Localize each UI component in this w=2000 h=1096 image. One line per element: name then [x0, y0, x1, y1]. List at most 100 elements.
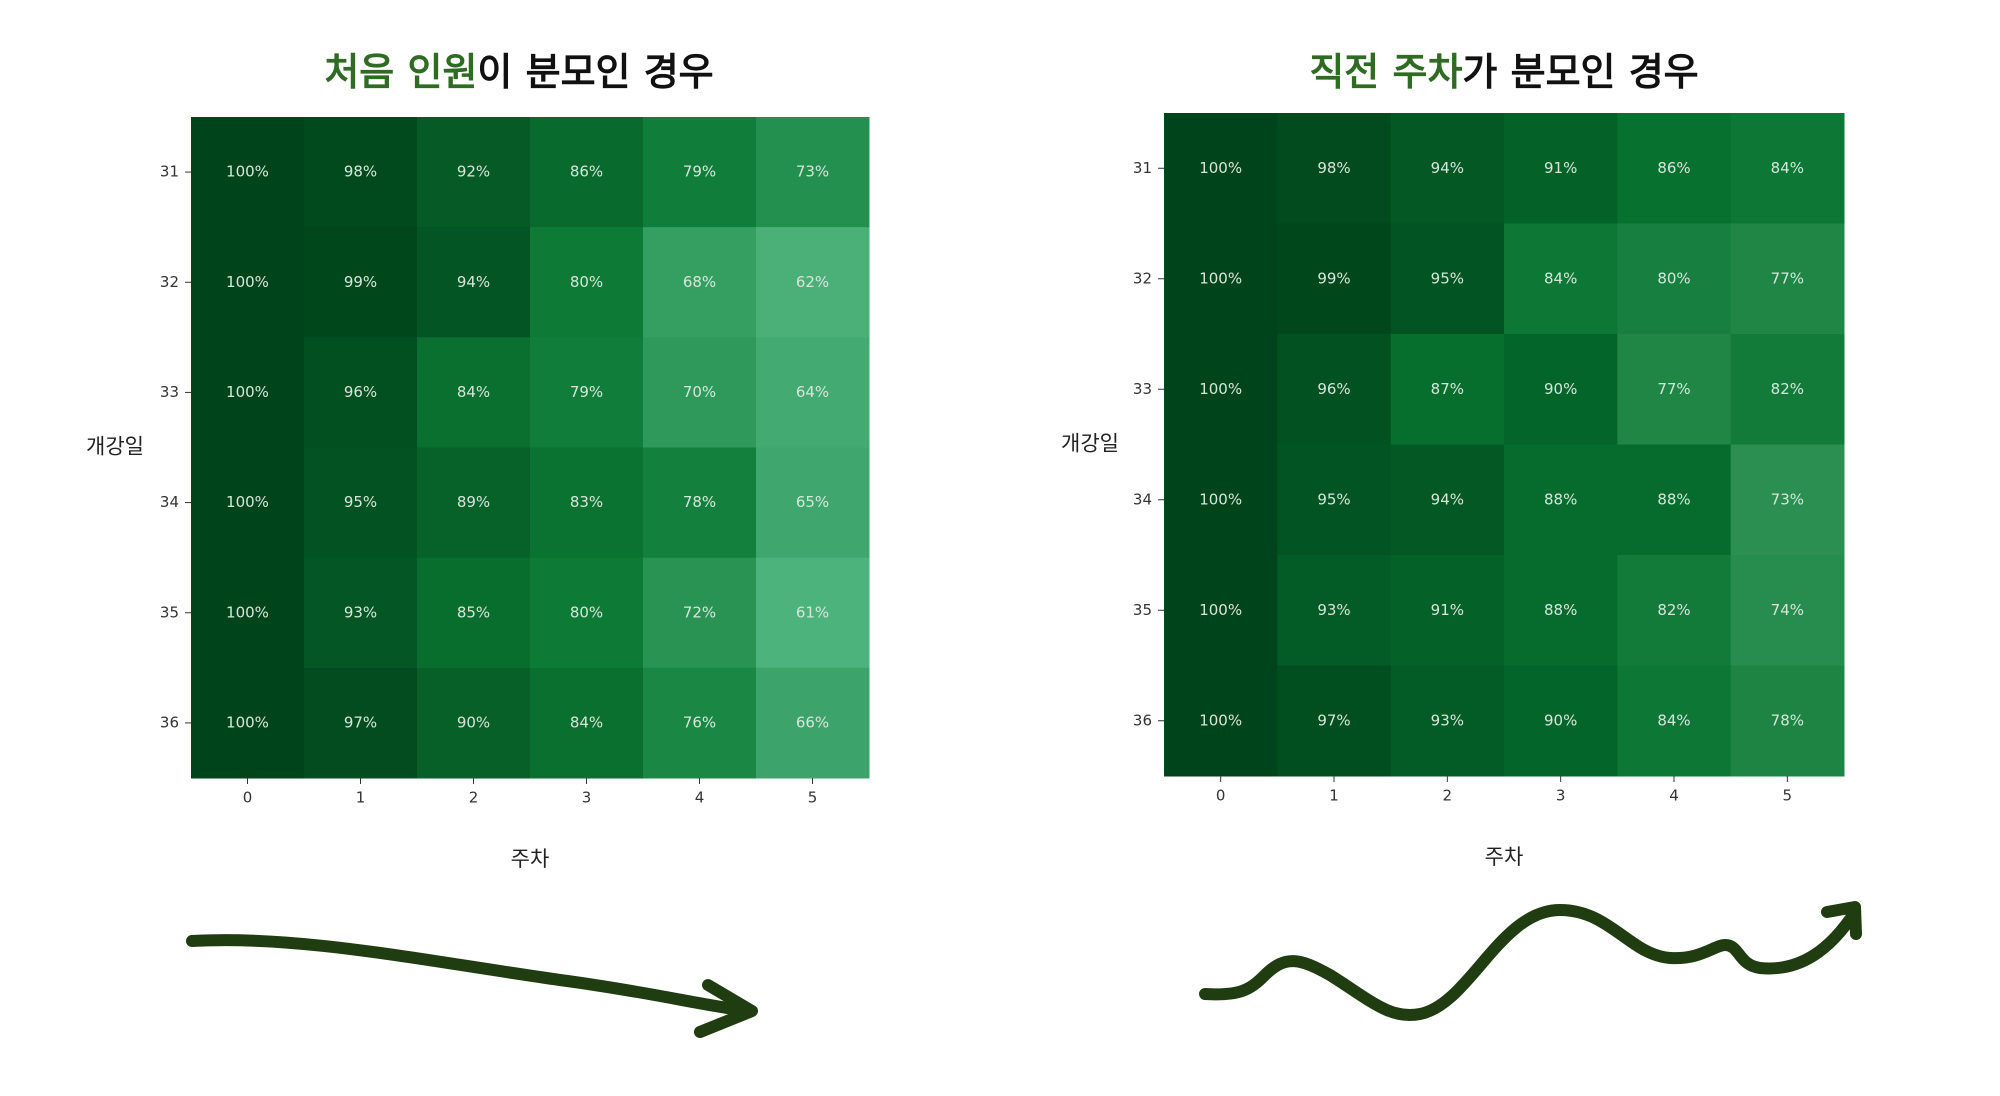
- heatmap-cell: [530, 117, 644, 228]
- heatmap-cell: [191, 337, 305, 448]
- cell-label: 94%: [1431, 490, 1464, 508]
- heatmap-cell: [1277, 555, 1392, 666]
- y-tick-label: 31: [160, 163, 179, 181]
- cell-label: 78%: [1771, 711, 1804, 729]
- cell-label: 84%: [570, 713, 603, 731]
- cell-label: 99%: [344, 273, 377, 291]
- heatmap-cell: [304, 557, 418, 669]
- heatmap-cell: [1730, 223, 1845, 335]
- cell-label: 100%: [226, 383, 269, 401]
- x-axis-label: 주차: [511, 847, 550, 871]
- heatmap-cell: [643, 337, 757, 448]
- heatmap-cell: [417, 447, 531, 559]
- cell-label: 96%: [1317, 380, 1350, 398]
- heatmap-cell: [756, 337, 870, 448]
- heatmap-cell: [756, 667, 870, 779]
- title-part: 처음 인원: [324, 50, 477, 94]
- cell-label: 95%: [1317, 490, 1350, 508]
- heatmap-cell: [1504, 555, 1618, 666]
- heatmap-cell: [1617, 555, 1732, 666]
- cell-label: 66%: [796, 713, 829, 731]
- cell-label: 82%: [1657, 601, 1690, 619]
- cell-label: 86%: [570, 163, 603, 181]
- cell-label: 62%: [796, 273, 829, 291]
- heatmap-cell: [1277, 334, 1392, 445]
- cell-label: 61%: [796, 603, 829, 621]
- heatmap-cell: [530, 447, 644, 559]
- x-tick-label: 4: [1669, 787, 1679, 805]
- x-tick-label: 0: [243, 789, 253, 807]
- heatmap-cell: [1390, 555, 1505, 666]
- heatmap-cell: [530, 557, 644, 669]
- heatmap-cell: [643, 557, 757, 669]
- heatmap-cell: [1504, 334, 1618, 445]
- heatmap-cell: [1504, 665, 1618, 777]
- cell-label: 89%: [457, 493, 490, 511]
- heatmap-cell: [1164, 555, 1278, 666]
- y-tick-label: 33: [160, 383, 179, 401]
- cell-label: 100%: [1199, 601, 1242, 619]
- heatmap-cell: [643, 667, 757, 779]
- heatmap-cell: [1617, 334, 1732, 445]
- heatmap-cell: [191, 227, 305, 338]
- heatmap-cell: [304, 337, 418, 448]
- trend-wave: [1199, 903, 1861, 1022]
- heatmap-cell: [1164, 223, 1278, 335]
- heatmap-cell: [417, 227, 531, 338]
- heatmap-cell: [1277, 665, 1392, 777]
- heatmap-cell: [1617, 665, 1732, 777]
- cell-label: 79%: [683, 163, 716, 181]
- x-tick-label: 0: [1216, 787, 1226, 805]
- y-tick-label: 31: [1133, 159, 1152, 177]
- heatmap-cell: [1164, 113, 1278, 224]
- chart-title: 처음 인원이 분모인 경우: [324, 50, 713, 94]
- heatmap-cell: [643, 117, 757, 228]
- heatmap-cell: [417, 667, 531, 779]
- cell-label: 74%: [1771, 601, 1804, 619]
- heatmap-cell: [417, 337, 531, 448]
- cell-label: 88%: [1544, 490, 1577, 508]
- x-tick-label: 5: [808, 789, 818, 807]
- x-tick-label: 2: [469, 789, 479, 807]
- cell-label: 100%: [1199, 490, 1242, 508]
- heatmap-cell: [1390, 223, 1505, 335]
- x-tick-label: 2: [1443, 787, 1453, 805]
- y-tick-label: 36: [160, 713, 179, 731]
- y-tick-label: 32: [160, 273, 179, 291]
- cell-label: 73%: [796, 163, 829, 181]
- heatmap-cell: [1277, 444, 1392, 556]
- heatmap-cell: [1730, 113, 1845, 224]
- heatmap-cell: [304, 667, 418, 779]
- heatmap-cell: [304, 117, 418, 228]
- heatmap-cell: [1390, 665, 1505, 777]
- heatmap-cell: [1390, 444, 1505, 556]
- cell-label: 68%: [683, 273, 716, 291]
- x-tick-label: 4: [695, 789, 705, 807]
- heatmap-cell: [1617, 223, 1732, 335]
- heatmap-cell: [530, 337, 644, 448]
- cell-label: 78%: [683, 493, 716, 511]
- heatmap-cell: [756, 117, 870, 228]
- y-tick-label: 36: [1133, 711, 1152, 729]
- title-part: 직전 주차: [1309, 50, 1462, 94]
- heatmap-cell: [417, 117, 531, 228]
- heatmap-cell: [1164, 665, 1278, 777]
- cell-label: 100%: [1199, 711, 1242, 729]
- cell-label: 93%: [344, 603, 377, 621]
- x-tick-label: 1: [356, 789, 366, 807]
- cell-label: 94%: [1431, 159, 1464, 177]
- cell-label: 100%: [1199, 380, 1242, 398]
- heatmap-cell: [530, 667, 644, 779]
- cell-label: 80%: [570, 273, 603, 291]
- cell-label: 98%: [344, 163, 377, 181]
- heatmap-cell: [756, 557, 870, 669]
- cell-label: 100%: [226, 273, 269, 291]
- cell-label: 84%: [457, 383, 490, 401]
- heatmap-cell: [643, 227, 757, 338]
- y-tick-label: 32: [1133, 269, 1152, 287]
- heatmap-cell: [756, 447, 870, 559]
- heatmap-cell: [1390, 113, 1505, 224]
- heatmap-cell: [1730, 444, 1845, 556]
- cell-label: 86%: [1657, 159, 1690, 177]
